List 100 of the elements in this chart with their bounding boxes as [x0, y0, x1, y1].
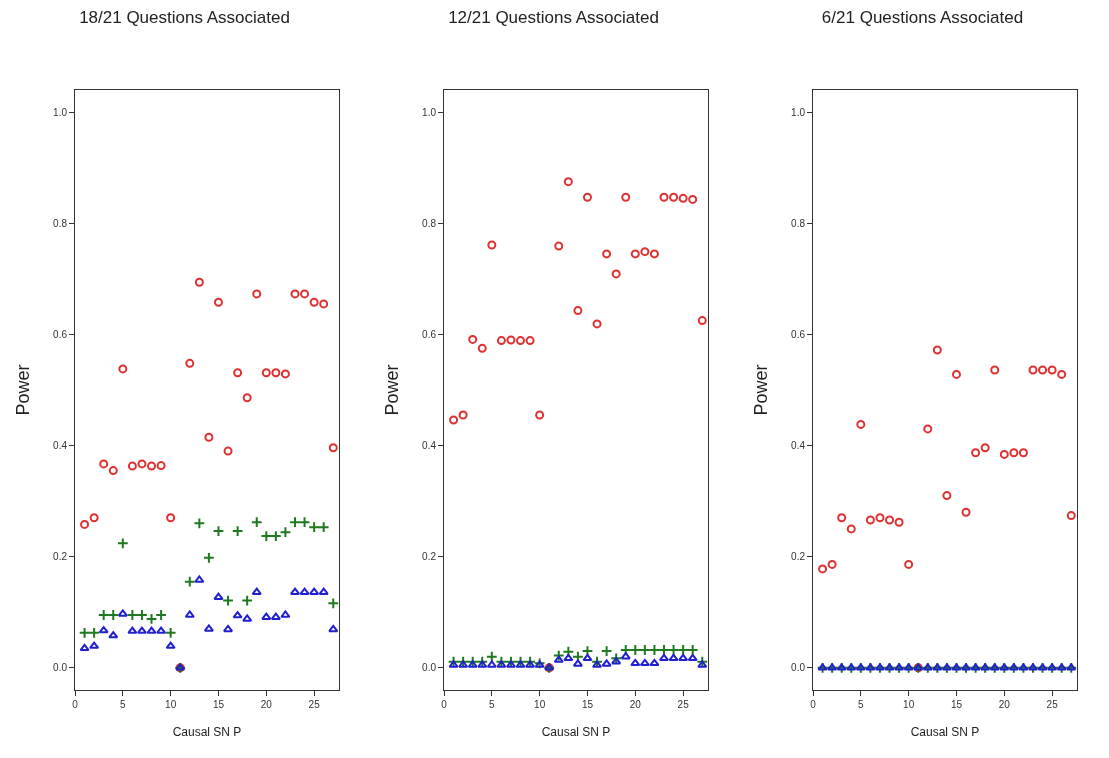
point [242, 393, 252, 403]
point [232, 611, 243, 619]
point [640, 247, 650, 257]
y-tick-label: 0.0 [422, 662, 437, 674]
y-tick-label: 0.4 [53, 440, 68, 452]
point [458, 660, 469, 668]
point [875, 513, 885, 523]
point [309, 297, 319, 307]
point [300, 289, 310, 299]
point [658, 644, 670, 656]
point [669, 192, 679, 202]
point [649, 249, 659, 259]
y-tick-label: 1.0 [53, 106, 68, 118]
x-tick-label: 25 [1046, 699, 1059, 710]
point [611, 269, 621, 279]
point [1057, 369, 1067, 379]
y-tick-label: 0.8 [53, 217, 68, 229]
point [458, 410, 468, 420]
x-tick-label: 5 [858, 699, 865, 710]
point [319, 299, 329, 309]
point [108, 466, 118, 476]
y-tick-label: 0.2 [53, 551, 68, 563]
point [506, 335, 516, 345]
point [156, 626, 167, 634]
point [687, 653, 698, 662]
x-tick-label: 10 [903, 699, 915, 710]
point [535, 410, 545, 420]
point [318, 587, 329, 595]
point [818, 564, 828, 574]
point [611, 657, 622, 665]
point [592, 319, 602, 329]
y-tick-label: 0.4 [791, 440, 806, 452]
point [327, 597, 340, 610]
point [667, 644, 680, 656]
y-axis-title: Power [382, 364, 402, 416]
point [184, 610, 195, 618]
point [290, 289, 300, 299]
y-tick-label: 0.2 [422, 551, 437, 563]
point [990, 365, 1000, 375]
point [251, 587, 262, 595]
y-tick-label: 0.0 [53, 662, 68, 674]
point [961, 507, 971, 517]
point [486, 660, 497, 668]
y-tick-label: 0.2 [791, 551, 806, 563]
point [194, 575, 205, 583]
point [602, 249, 612, 259]
point [582, 653, 593, 662]
point [213, 297, 223, 307]
point [942, 491, 952, 501]
y-tick-label: 0.8 [422, 217, 437, 229]
point [261, 368, 271, 378]
point [252, 289, 262, 299]
x-tick-label: 10 [534, 699, 546, 710]
point [193, 517, 206, 530]
point [155, 609, 167, 621]
point [885, 515, 895, 525]
point [299, 587, 310, 595]
point [270, 612, 281, 620]
point [999, 449, 1009, 459]
point [601, 659, 612, 667]
x-tick-label: 5 [120, 699, 127, 710]
point [563, 653, 574, 662]
point [630, 658, 641, 667]
point [856, 419, 866, 429]
x-tick-label: 5 [489, 699, 496, 710]
point [213, 592, 224, 600]
point [572, 659, 583, 667]
point [932, 345, 942, 355]
point [222, 594, 234, 607]
point [328, 624, 339, 633]
chart-title: 18/21 Questions Associated [79, 8, 290, 28]
point [127, 461, 137, 471]
x-tick-label: 0 [441, 699, 448, 710]
y-tick-label: 0.4 [422, 440, 437, 452]
point [271, 368, 281, 378]
point [1066, 511, 1076, 521]
point [97, 609, 110, 621]
point [1047, 365, 1057, 375]
point [630, 249, 640, 259]
point [516, 336, 526, 346]
point [223, 624, 234, 633]
point [280, 369, 290, 379]
point [116, 537, 129, 550]
point [496, 336, 506, 346]
point [894, 517, 904, 527]
point [467, 660, 478, 668]
x-tick-label: 25 [677, 699, 690, 710]
point [166, 513, 176, 523]
point [525, 336, 535, 346]
point [156, 461, 166, 471]
point [1009, 448, 1019, 458]
point [136, 609, 148, 621]
y-tick-label: 1.0 [791, 106, 806, 118]
y-axis-title: Power [751, 364, 771, 416]
point [1038, 365, 1048, 375]
point [515, 660, 526, 668]
point [98, 626, 109, 634]
point [659, 192, 669, 202]
point [620, 652, 631, 660]
x-tick-label: 0 [810, 699, 817, 710]
